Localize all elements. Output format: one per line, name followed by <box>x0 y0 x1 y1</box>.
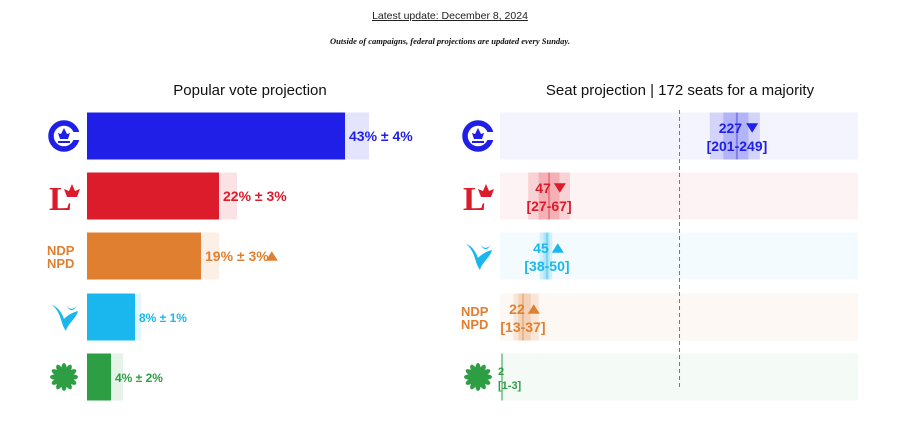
seat-point <box>521 293 524 341</box>
seat-value-label: 47 <box>535 180 551 196</box>
petal <box>56 364 63 374</box>
conservative-logo-icon <box>462 120 496 152</box>
maple-leaf <box>58 128 70 139</box>
flower-core <box>59 372 69 382</box>
seat-value-label: 227 <box>719 120 743 136</box>
maple-leaf <box>472 128 484 139</box>
petal <box>465 369 475 376</box>
seat-core-band <box>501 353 503 401</box>
ndp-text: NDP <box>461 304 489 319</box>
liberal-logo-icon: L <box>463 181 494 218</box>
bloc-petal <box>479 242 491 250</box>
petal <box>479 380 486 390</box>
petal <box>67 369 77 376</box>
seat-point <box>545 232 548 280</box>
c-gap <box>68 132 82 140</box>
seat-row-bg <box>500 232 858 280</box>
vote-bar <box>87 353 111 401</box>
update-note: Outside of campaigns, federal projection… <box>329 36 571 46</box>
petal <box>470 380 477 390</box>
conservative-logo-icon <box>48 120 82 152</box>
seat-row-bg <box>500 293 858 341</box>
trend-down-icon <box>746 123 759 133</box>
npd-text: NPD <box>461 317 488 332</box>
seat-row-bg <box>500 172 858 220</box>
seat-point <box>501 353 504 401</box>
vote-bar <box>87 172 219 220</box>
vote-value-label: 8% ± 1% <box>139 311 187 325</box>
petal <box>479 364 486 374</box>
seat-range-band <box>709 112 760 160</box>
seat-range-band <box>528 172 570 220</box>
petal <box>56 380 63 390</box>
seat-value-label: 2 <box>498 366 504 378</box>
c-bar <box>472 141 484 143</box>
vote-value-label: 4% ± 2% <box>115 371 163 385</box>
seat-row-bg <box>500 112 858 160</box>
bloc-logo-icon <box>52 303 78 331</box>
petal <box>481 378 491 385</box>
petal <box>65 364 72 374</box>
seat-range-label: [1-3] <box>498 380 522 392</box>
seat-point <box>548 172 551 220</box>
trend-down-icon <box>553 183 566 193</box>
bloc-shape <box>466 244 492 270</box>
green-logo-icon <box>464 363 492 391</box>
vote-bar <box>87 293 135 341</box>
maple-leaf <box>478 184 494 197</box>
maple-leaf <box>64 184 80 197</box>
seat-value-label: 45 <box>533 240 549 256</box>
petal <box>51 378 61 385</box>
petal <box>465 378 475 385</box>
seat-range-band <box>539 232 553 280</box>
c-bar <box>58 141 70 143</box>
green-logo-icon <box>50 363 78 391</box>
seat-row-bg <box>500 353 858 401</box>
petal <box>51 369 61 376</box>
bloc-shape <box>52 305 78 331</box>
petal <box>67 378 77 385</box>
vote-value-label: 22% ± 3% <box>223 188 287 204</box>
latest-update-link[interactable]: Latest update: December 8, 2024 <box>372 10 528 22</box>
seat-chart-title: Seat projection | 172 seats for a majori… <box>545 82 815 99</box>
seat-range-band <box>501 353 504 401</box>
petal <box>481 369 491 376</box>
bloc-petal <box>65 303 77 311</box>
seat-core-band <box>538 172 560 220</box>
ndp-text: NDP <box>47 243 75 258</box>
c-gap <box>482 132 496 140</box>
liberal-logo-icon: L <box>49 181 80 218</box>
npd-text: NPD <box>47 256 74 271</box>
l-letter: L <box>49 181 72 218</box>
petal <box>470 364 477 374</box>
seat-core-band <box>723 112 749 160</box>
seat-core-band <box>518 293 531 341</box>
seat-range-band <box>513 293 539 341</box>
seat-point <box>735 112 738 160</box>
bloc-logo-icon <box>466 242 492 270</box>
trend-up-icon <box>265 251 278 261</box>
seat-range-label: [201-249] <box>707 138 768 154</box>
trend-up-icon <box>527 304 540 314</box>
vote-value-label: 19% ± 3% <box>205 248 269 264</box>
petal <box>65 380 72 390</box>
seat-core-band <box>543 232 550 280</box>
vote-bar <box>87 112 345 160</box>
l-letter: L <box>463 181 486 218</box>
flower-core <box>473 372 483 382</box>
vote-value-label: 43% ± 4% <box>349 128 413 144</box>
trend-up-icon <box>551 243 564 253</box>
seat-value-label: 22 <box>509 301 525 317</box>
seat-range-label: [13-37] <box>500 319 545 335</box>
seat-range-label: [38-50] <box>524 258 569 274</box>
vote-bar <box>87 232 201 280</box>
seat-range-label: [27-67] <box>526 198 571 214</box>
vote-chart-title: Popular vote projection <box>173 82 327 99</box>
